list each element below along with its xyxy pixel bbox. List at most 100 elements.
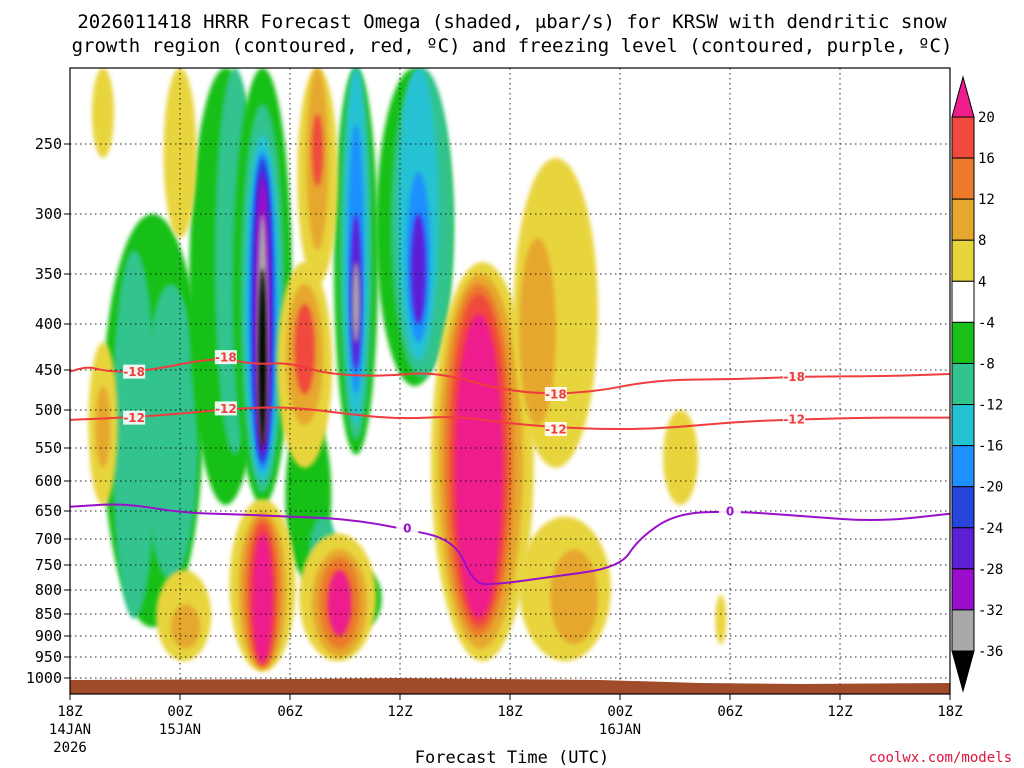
contour-dendritic--12 xyxy=(70,406,950,431)
x-axis-title: Forecast Time (UTC) xyxy=(415,748,609,768)
colorbar-swatch xyxy=(951,486,975,529)
y-tick-label: 1000 xyxy=(26,669,62,687)
contour-label-bg xyxy=(123,410,146,425)
contour-label-bg xyxy=(544,387,567,401)
descent-core-m20 xyxy=(252,533,273,664)
descent-region-r16 xyxy=(312,114,323,186)
colorbar-tick-label: -24 xyxy=(978,521,1003,537)
colorbar-tick-label: -36 xyxy=(978,644,1003,660)
contour-label-bg xyxy=(123,364,146,379)
contour-label: -18 xyxy=(783,370,805,384)
x-tick-year: 2026 xyxy=(53,740,87,756)
y-tick-label: 400 xyxy=(35,315,62,333)
colorbar-swatch xyxy=(951,239,975,282)
x-tick-label: 18Z xyxy=(497,704,522,720)
colorbar-swatch xyxy=(951,609,975,652)
contour-label-bg xyxy=(214,401,237,416)
contour-label-bg xyxy=(396,520,419,535)
colorbar-swatch xyxy=(951,568,975,611)
contour-label: -12 xyxy=(783,413,805,427)
contour-label-bg xyxy=(214,350,237,365)
contour-dendritic--18 xyxy=(70,358,950,395)
x-tick-label: 06Z xyxy=(717,704,742,720)
contour-label-bg xyxy=(719,504,741,518)
contour-label: -18 xyxy=(215,351,237,365)
x-tick-label: 12Z xyxy=(387,704,412,720)
x-tick-date: 14JAN xyxy=(49,722,91,738)
y-tick-label: 450 xyxy=(35,361,62,379)
colorbar-tick-label: 20 xyxy=(978,110,995,126)
credit-text[interactable]: coolwx.com/models xyxy=(869,750,1012,766)
y-tick-label: 600 xyxy=(35,472,62,490)
contour-label: -12 xyxy=(123,411,145,425)
colorbar-tick-label: -4 xyxy=(978,315,995,331)
colorbar-swatch xyxy=(951,362,975,406)
contour-label-bg xyxy=(544,422,567,436)
colorbar-top-arrow xyxy=(951,75,975,118)
y-tick-label: 300 xyxy=(35,205,62,223)
x-tick-label: 00Z xyxy=(607,704,632,720)
contour-label: -18 xyxy=(123,365,145,379)
x-tick-label: 12Z xyxy=(827,704,852,720)
colorbar-tick-label: -20 xyxy=(978,480,1003,496)
colorbar-tick-label: -28 xyxy=(978,562,1003,578)
contour-lines: -18 -18 -18 -18 -12 -12 -12 -12 0 0 xyxy=(70,350,950,586)
y-tick-label: 500 xyxy=(35,401,62,419)
ascent-region-gr32 xyxy=(352,262,360,343)
gridlines xyxy=(70,68,950,694)
colorbar-tick-label: 4 xyxy=(978,274,986,290)
descent-region-o8 xyxy=(519,238,556,426)
colorbar-bottom-arrow xyxy=(951,650,975,693)
ascent-region-v24 xyxy=(411,214,426,324)
y-tick-label: 550 xyxy=(35,439,62,457)
descent-core-m20 xyxy=(327,570,352,636)
plot-area: -18 -18 -18 -18 -12 -12 -12 -12 0 0 xyxy=(70,68,950,694)
x-tick-date: 16JAN xyxy=(599,722,641,738)
descent-region-y4 xyxy=(92,68,114,158)
x-tick-label: 18Z xyxy=(57,704,82,720)
colorbar-swatch xyxy=(951,527,975,570)
y-tick-label: 950 xyxy=(35,648,62,666)
y-tick-label: 250 xyxy=(35,135,62,153)
colorbar-tick-label: -8 xyxy=(978,356,995,372)
y-axis: 250 300 350 400 450 500 550 600 650 700 750 800 850 9… xyxy=(26,135,70,687)
colorbar-swatch xyxy=(951,280,975,323)
contour-label-bg xyxy=(783,369,806,384)
surface-terrain xyxy=(70,678,950,694)
x-axis: 18Z 14JAN 2026 00Z 15JAN 06Z 12Z 18Z 00Z 16JAN 06Z… xyxy=(49,694,963,756)
y-tick-label: 350 xyxy=(35,265,62,283)
descent-core-m20 xyxy=(455,314,503,619)
contour-label-bg xyxy=(783,412,806,427)
colorbar-tick-label: 12 xyxy=(978,192,995,208)
x-tick-label: 00Z xyxy=(167,704,192,720)
descent-region-r16 xyxy=(294,304,315,394)
chart-title-line-2: growth region (contoured, red, ºC) and f… xyxy=(72,35,953,57)
x-tick-label: 18Z xyxy=(937,704,962,720)
contour-label: -18 xyxy=(545,388,567,402)
contour-label: 0 xyxy=(403,521,411,535)
descent-region-o8 xyxy=(95,386,111,468)
colorbar-tick-label: -16 xyxy=(978,439,1003,455)
omega-shading xyxy=(88,68,727,672)
colorbar-swatch xyxy=(951,116,975,159)
colorbar-swatch xyxy=(951,445,975,488)
y-tick-label: 900 xyxy=(35,627,62,645)
y-tick-label: 800 xyxy=(35,581,62,599)
colorbar-swatch xyxy=(951,321,975,364)
colorbar-swatch xyxy=(951,404,975,447)
x-tick-date: 15JAN xyxy=(159,722,201,738)
ascent-core-k36 xyxy=(258,268,267,448)
colorbar-tick-label: -12 xyxy=(978,398,1003,414)
y-tick-label: 850 xyxy=(35,605,62,623)
colorbar-tick-label: 8 xyxy=(978,233,986,249)
contour-label: -12 xyxy=(545,423,567,437)
x-tick-label: 06Z xyxy=(277,704,302,720)
descent-region-o8 xyxy=(550,549,599,645)
y-tick-label: 700 xyxy=(35,530,62,548)
descent-region-o8 xyxy=(170,604,201,649)
contour-label: 0 xyxy=(726,505,734,519)
colorbar: 20 16 12 8 4 -4 -8 -12 -16 -20 -24 -28 -32 -36 xyxy=(951,75,1003,693)
y-tick-label: 650 xyxy=(35,502,62,520)
colorbar-swatch xyxy=(951,198,975,241)
